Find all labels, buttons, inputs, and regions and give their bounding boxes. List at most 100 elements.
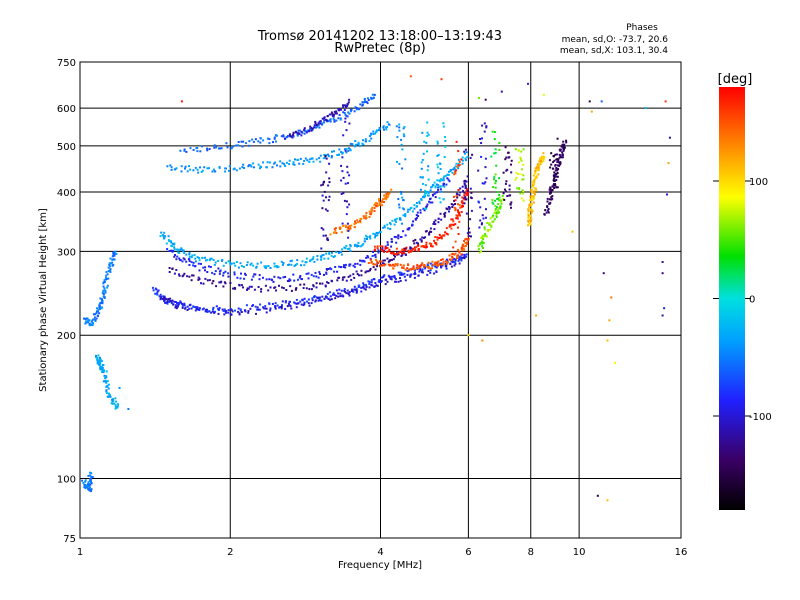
data-point: [303, 283, 306, 286]
data-point: [554, 153, 557, 156]
data-point: [436, 179, 439, 182]
data-point: [196, 150, 199, 153]
data-point: [386, 243, 389, 246]
data-point: [383, 194, 386, 197]
data-point: [176, 305, 179, 308]
data-point: [339, 227, 342, 230]
data-point: [169, 240, 172, 243]
data-point: [455, 192, 458, 195]
data-point: [259, 167, 261, 170]
data-point: [185, 253, 188, 256]
data-point: [361, 101, 364, 104]
data-point: [174, 254, 176, 256]
data-point: [204, 256, 206, 259]
data-point: [305, 272, 308, 275]
data-point: [188, 275, 191, 278]
data-point: [387, 250, 390, 253]
data-point: [105, 370, 108, 373]
data-point: [451, 206, 454, 208]
data-point: [565, 141, 568, 144]
data-point: [426, 150, 429, 153]
data-point: [162, 295, 165, 298]
data-point: [127, 408, 130, 410]
data-point: [392, 258, 395, 261]
data-point: [433, 181, 436, 184]
data-point: [550, 190, 553, 193]
data-point: [386, 250, 389, 253]
data-point: [296, 133, 299, 136]
data-point: [282, 134, 285, 137]
data-point: [354, 243, 357, 246]
data-point: [402, 127, 405, 130]
data-point: [244, 272, 246, 275]
data-point: [449, 170, 452, 173]
data-point: [453, 257, 456, 260]
data-point: [424, 192, 426, 195]
data-point: [377, 261, 380, 264]
data-point: [522, 148, 525, 151]
data-point: [432, 222, 435, 225]
data-point: [463, 248, 466, 251]
data-point: [388, 192, 391, 195]
data-point: [555, 153, 558, 156]
data-point: [530, 190, 533, 193]
data-point: [324, 156, 326, 159]
data-point: [337, 252, 340, 254]
x-tick-label: 6: [465, 547, 471, 558]
data-point: [234, 309, 236, 312]
data-point: [345, 292, 348, 295]
data-point: [415, 214, 418, 217]
data-point: [424, 189, 427, 192]
data-point: [373, 93, 376, 96]
data-point: [327, 120, 330, 123]
data-point: [539, 158, 542, 161]
data-point: [397, 280, 400, 283]
data-point: [458, 204, 461, 207]
data-point: [521, 192, 524, 195]
data-point: [519, 157, 522, 160]
data-point: [282, 263, 284, 266]
data-point: [530, 217, 533, 220]
data-point: [275, 140, 277, 143]
data-point: [259, 141, 262, 144]
data-point: [269, 309, 272, 312]
data-point: [390, 245, 393, 248]
data-point: [344, 149, 347, 152]
data-point: [556, 186, 559, 189]
data-point: [175, 269, 178, 271]
data-point: [379, 231, 382, 234]
data-point: [91, 476, 94, 478]
data-point: [482, 241, 485, 244]
data-point: [459, 257, 461, 260]
data-point: [289, 285, 292, 288]
data-point: [385, 128, 388, 131]
data-point: [467, 191, 470, 194]
data-point: [99, 366, 102, 369]
data-point: [382, 226, 385, 229]
data-point: [262, 276, 264, 279]
data-point: [435, 242, 438, 245]
data-point: [362, 282, 365, 285]
data-point: [448, 207, 451, 210]
data-point: [96, 314, 99, 317]
data-point: [208, 310, 211, 313]
data-point: [457, 259, 460, 262]
data-point: [562, 148, 565, 151]
data-point: [370, 281, 373, 284]
data-point: [402, 214, 405, 217]
data-point: [169, 164, 172, 167]
data-point: [602, 272, 605, 275]
data-point: [198, 307, 201, 310]
data-point: [322, 253, 325, 256]
data-point: [396, 263, 399, 266]
data-point: [204, 266, 207, 269]
data-point: [458, 262, 461, 265]
data-point: [209, 266, 212, 268]
data-point: [397, 271, 400, 274]
data-point: [508, 188, 511, 191]
data-point: [309, 259, 312, 262]
data-point: [376, 284, 379, 287]
data-point: [461, 243, 464, 246]
data-point: [325, 171, 328, 174]
data-point: [114, 397, 117, 400]
